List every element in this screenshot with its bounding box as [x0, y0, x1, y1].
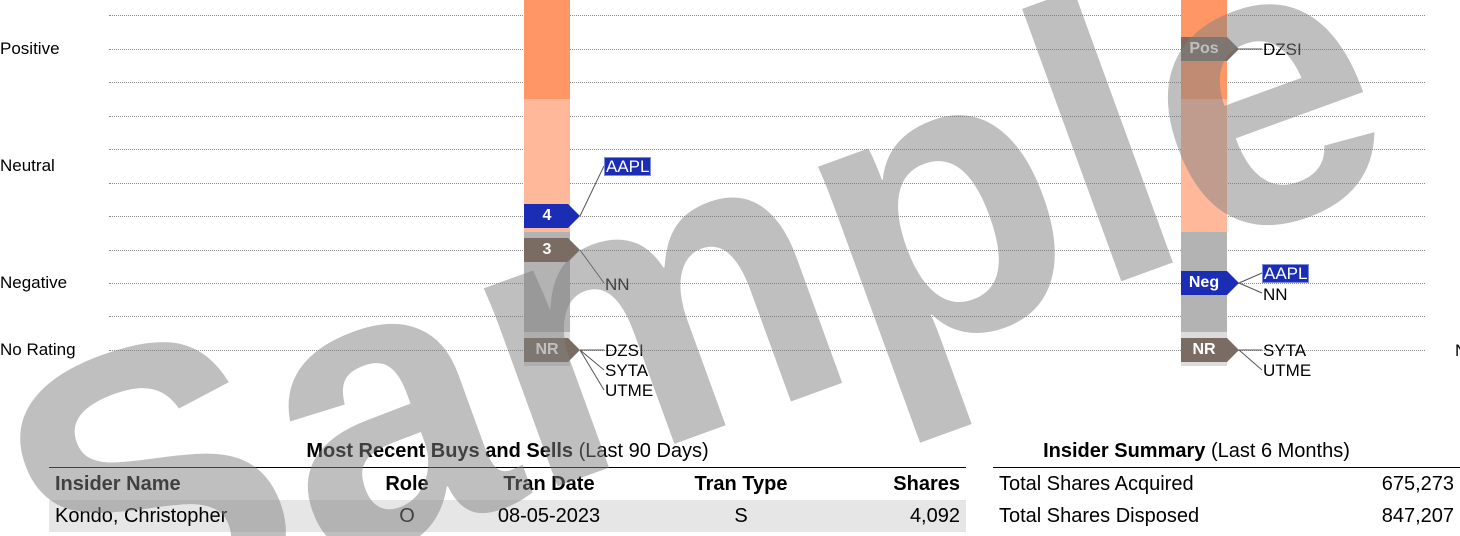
recent-trades-table: Insider Name Role Tran Date Tran Type Sh…: [49, 467, 966, 532]
gridline: [109, 49, 1425, 50]
insider-summary-title: Insider Summary (Last 6 Months): [993, 440, 1400, 463]
gridline: [109, 216, 1425, 217]
insider-summary-title-bold: Insider Summary: [1043, 440, 1206, 462]
column-header-tran-type: Tran Type: [645, 467, 837, 500]
gridline: [109, 316, 1425, 317]
connector-aapl: [579, 165, 605, 217]
gridline: [109, 15, 1425, 16]
ticker-utme: UTME: [605, 381, 654, 400]
gridline: [109, 283, 1425, 284]
cell-tran-type: S: [645, 500, 837, 532]
tag-arrow-nr: [524, 338, 580, 362]
tag-label-nr: NR: [535, 341, 559, 358]
right-edge-fragment: N: [1455, 342, 1460, 359]
cell-role: O: [361, 500, 453, 532]
ticker-aapl: AAPL: [603, 157, 652, 176]
row-label-negative: Negative: [0, 273, 68, 292]
summary-label: Total Shares Acquired: [993, 467, 1328, 500]
table-header-row: Insider Name Role Tran Date Tran Type Sh…: [49, 467, 966, 500]
ticker-aapl: AAPL: [1261, 264, 1310, 283]
summary-row: Total Shares Disposed 847,207: [993, 500, 1460, 532]
cell-insider-name: Kondo, Christopher: [49, 500, 361, 532]
gridline: [109, 116, 1425, 117]
ticker-utme: UTME: [1263, 361, 1312, 380]
tag-arrow-pos: [1181, 37, 1239, 61]
insider-summary-table: Total Shares Acquired 675,273 Total Shar…: [993, 467, 1460, 532]
tag-label-pos: Pos: [1189, 40, 1219, 57]
recent-trades-title-bold: Most Recent Buys and Sells: [306, 440, 574, 462]
column-header-shares: Shares: [837, 467, 966, 500]
row-label-positive: Positive: [0, 39, 60, 58]
connector-utme: [579, 349, 605, 391]
ticker-nn: NN: [1263, 285, 1288, 304]
ticker-syta: SYTA: [1263, 341, 1307, 360]
tag-arrow-3: [524, 238, 580, 262]
tag-label-3: 3: [542, 241, 552, 258]
connector-syta: [579, 349, 605, 371]
ticker-nn: NN: [605, 275, 630, 294]
row-label-no-rating: No Rating: [0, 340, 76, 359]
recent-trades-title: Most Recent Buys and Sells (Last 90 Days…: [49, 440, 966, 463]
connector-utme: [1238, 349, 1263, 371]
gridline: [109, 149, 1425, 150]
connector-nn: [1238, 282, 1263, 294]
ticker-dzsi: DZSI: [1263, 40, 1302, 59]
table-row: Kondo, Christopher O 08-05-2023 S 4,092: [49, 500, 966, 532]
gridline: [109, 82, 1425, 83]
summary-row: Total Shares Acquired 675,273: [993, 467, 1460, 500]
cell-tran-date: 08-05-2023: [453, 500, 645, 532]
summary-label: Total Shares Disposed: [999, 504, 1200, 527]
tag-label-neg: Neg: [1188, 274, 1220, 291]
gridline: [109, 350, 1425, 351]
row-label-neutral: Neutral: [0, 156, 55, 175]
column-header-insider-name: Insider Name: [49, 467, 361, 500]
bar-segment-positive: [524, 0, 570, 99]
column-header-tran-date: Tran Date: [453, 467, 645, 500]
ticker-syta: SYTA: [605, 361, 649, 380]
ticker-dzsi: DZSI: [605, 341, 644, 360]
tag-arrow-nr: [1181, 338, 1239, 362]
tag-arrow-neg: [1181, 271, 1239, 295]
tag-label-nr: NR: [1192, 341, 1216, 358]
connector-nn: [579, 249, 605, 284]
column-header-role: Role: [361, 467, 453, 500]
summary-value: 675,273: [1327, 467, 1460, 500]
gridline: [109, 250, 1425, 251]
cell-shares: 4,092: [837, 500, 966, 532]
gridline: [109, 183, 1425, 184]
bar-segment-neutral: [1181, 99, 1227, 232]
connector-aapl: [1238, 272, 1263, 284]
recent-trades-title-rest: (Last 90 Days): [573, 440, 709, 462]
summary-value: 847,207: [1381, 504, 1454, 527]
insider-summary-title-rest: (Last 6 Months): [1205, 440, 1350, 462]
tag-label-4: 4: [542, 207, 552, 224]
tag-arrow-4: [524, 204, 580, 228]
